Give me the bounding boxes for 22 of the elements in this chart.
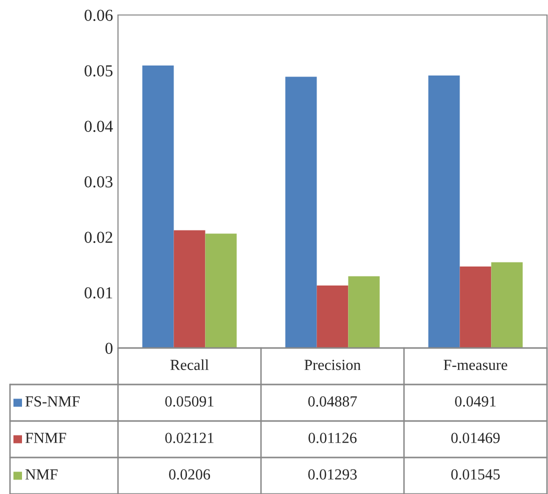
y-tick-label: 0 (105, 342, 113, 354)
x-tick-label: F-measure (444, 360, 508, 370)
data-label: 0.01126 (308, 432, 357, 444)
x-tick-label: Precision (304, 360, 361, 370)
data-label: 0.0206 (169, 469, 210, 480)
y-tick-label: 0.06 (84, 10, 113, 22)
data-label: 0.01545 (451, 469, 500, 480)
legend-label: NMF (25, 469, 58, 480)
data-label: 0.04887 (308, 396, 357, 407)
data-label: 0.02121 (165, 432, 214, 444)
y-tick-label: 0.03 (84, 176, 112, 188)
y-tick-label: 0.01 (84, 287, 112, 299)
legend-label: FNMF (25, 432, 66, 443)
data-label: 0.05091 (165, 396, 214, 407)
y-tick-label: 0.05 (84, 65, 112, 77)
y-tick-label: 0.04 (84, 120, 113, 132)
data-label: 0.01293 (308, 469, 357, 480)
x-tick-label: Recall (170, 359, 209, 370)
data-label: 0.01469 (451, 432, 500, 444)
legend-label: FS-NMF (25, 396, 80, 407)
y-tick-label: 0.02 (84, 232, 112, 244)
data-label: 0.0491 (455, 396, 496, 407)
